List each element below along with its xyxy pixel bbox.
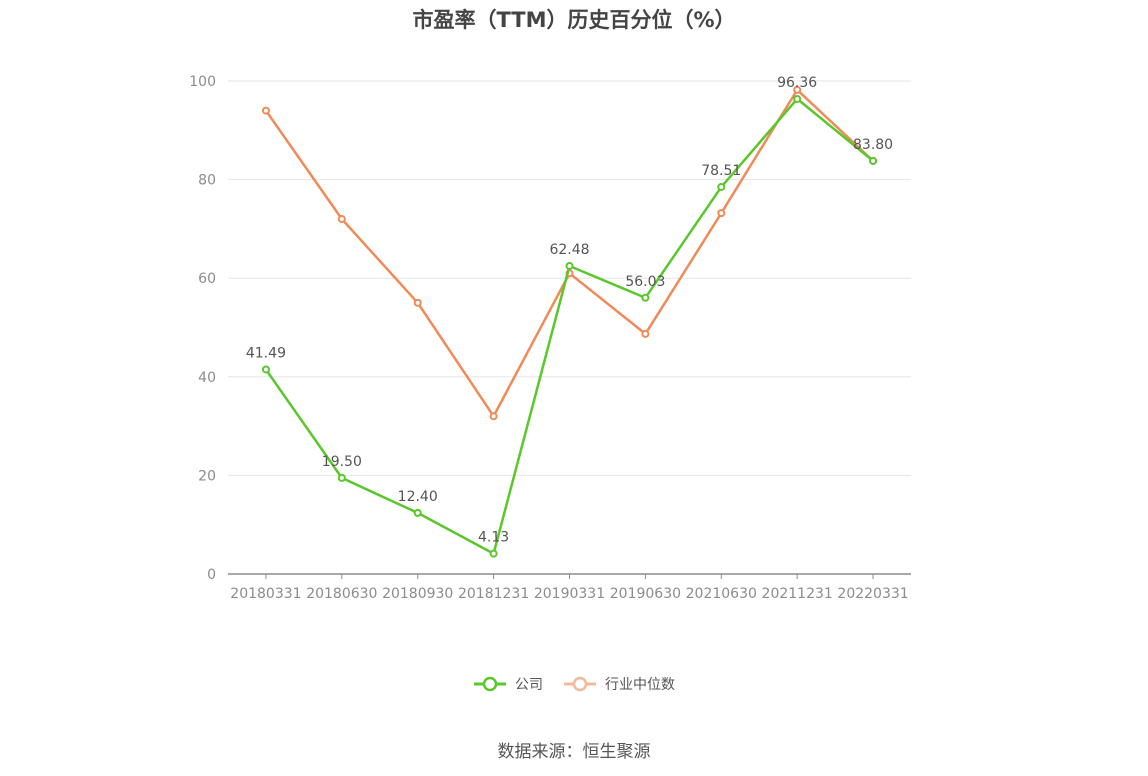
y-tick-label: 60 [198, 271, 216, 287]
y-tick-label: 100 [189, 74, 216, 90]
data-labels: 41.49 19.50 12.40 4.13 62.48 56.03 78.51 96.36 8… [246, 75, 893, 546]
y-axis: 0 20 40 60 80 100 [189, 74, 216, 583]
y-tick-label: 40 [198, 370, 216, 386]
legend-label-industry: 行业中位数 [605, 677, 675, 693]
grid-lines [228, 80, 911, 476]
x-tick-label: 20181231 [458, 586, 529, 602]
data-point [337, 473, 346, 482]
data-point [489, 549, 498, 558]
x-tick-label: 20211231 [762, 586, 833, 602]
y-tick-label: 20 [198, 468, 216, 484]
data-point [413, 298, 422, 307]
legend-label-company: 公司 [515, 677, 543, 693]
data-label: 41.49 [246, 345, 286, 361]
data-point [793, 85, 802, 94]
data-label: 62.48 [549, 242, 589, 258]
data-point [641, 329, 650, 338]
data-point [413, 508, 422, 517]
y-tick-label: 0 [207, 567, 216, 583]
data-point [869, 156, 878, 165]
data-point [489, 412, 498, 421]
data-label: 56.03 [625, 274, 665, 290]
x-tick-label: 20180630 [306, 586, 377, 602]
data-label: 19.50 [322, 454, 362, 470]
legend-company-icon [474, 676, 506, 692]
legend: 公司 行业中位数 [0, 674, 1148, 694]
data-point [337, 215, 346, 224]
data-label: 12.40 [398, 489, 438, 505]
data-point [261, 365, 270, 374]
legend-item-company[interactable]: 公司 [473, 674, 543, 694]
chart-title: 市盈率（TTM）历史百分位（%） [412, 8, 736, 32]
x-tick-label: 20180331 [230, 586, 301, 602]
x-tick-label: 20220331 [837, 586, 908, 602]
series [261, 85, 878, 558]
legend-industry-icon [564, 676, 596, 692]
data-point [793, 94, 802, 103]
legend-item-industry[interactable]: 行业中位数 [563, 674, 675, 694]
data-point [717, 182, 726, 191]
x-tick-label: 20190331 [534, 586, 605, 602]
x-tick-label: 20210630 [686, 586, 757, 602]
series-line-0 [264, 97, 874, 555]
data-source: 数据来源：恒生聚源 [497, 742, 651, 762]
data-label: 4.13 [478, 530, 509, 546]
data-label: 96.36 [777, 75, 817, 91]
data-label: 78.51 [701, 163, 741, 179]
x-axis: 20180331 20180630 20180930 20181231 20190331… [228, 573, 911, 602]
data-point [565, 261, 574, 270]
x-tick-label: 20180930 [382, 586, 453, 602]
data-point [641, 293, 650, 302]
y-tick-label: 80 [198, 173, 216, 189]
data-point [717, 209, 726, 218]
x-tick-label: 20190630 [610, 586, 681, 602]
data-point [261, 106, 270, 115]
data-label: 83.80 [853, 137, 893, 153]
